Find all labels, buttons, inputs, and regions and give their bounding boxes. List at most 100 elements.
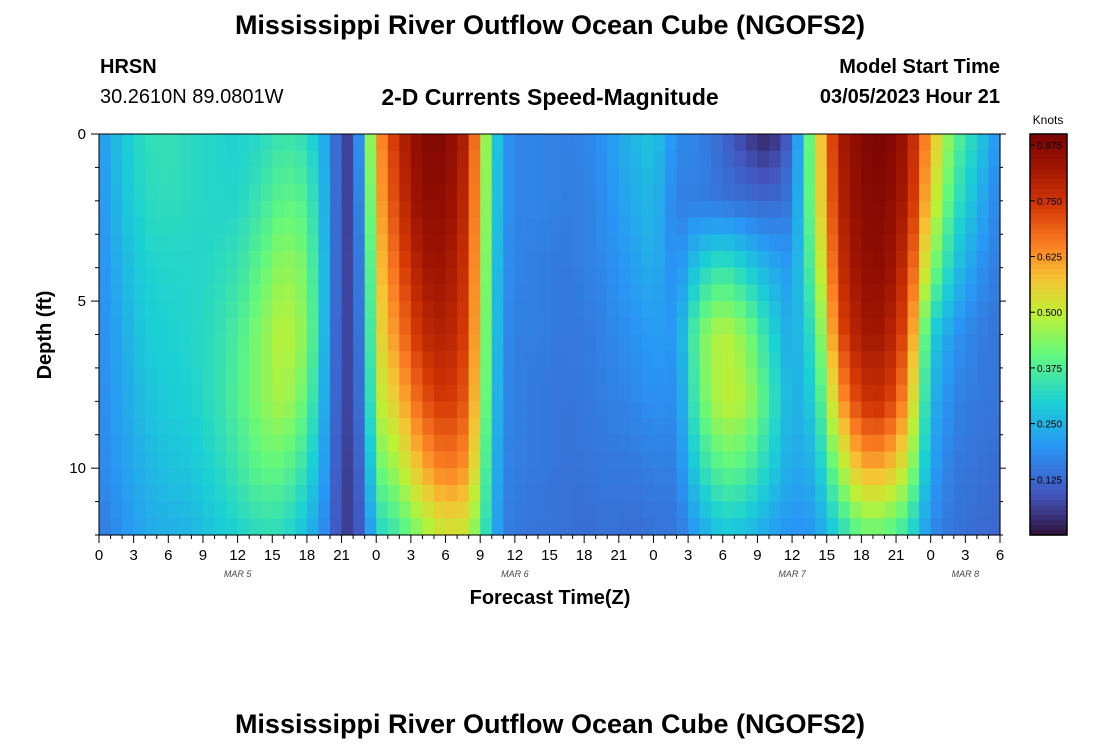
- heatmap-cell: [468, 267, 481, 285]
- heatmap-cell: [988, 284, 1001, 302]
- heatmap-cell: [226, 234, 239, 252]
- heatmap-cell: [272, 284, 285, 302]
- heatmap-cell: [942, 200, 955, 219]
- heatmap-cell: [618, 468, 631, 486]
- heatmap-cell: [191, 351, 204, 369]
- heatmap-cell: [410, 167, 424, 185]
- x-tick-label: 21: [610, 547, 627, 564]
- date-label: MAR 8: [952, 569, 980, 579]
- heatmap-cell: [422, 518, 435, 536]
- heatmap-cell: [202, 234, 216, 252]
- heatmap-cell: [653, 518, 666, 536]
- heatmap-cell: [330, 150, 343, 169]
- heatmap-cell: [653, 351, 666, 369]
- heatmap-cell: [526, 367, 539, 386]
- colorbar-step: [1030, 209, 1067, 215]
- heatmap-cell: [699, 351, 712, 369]
- heatmap-cell: [514, 184, 527, 202]
- heatmap-cell: [145, 501, 158, 519]
- heatmap-cell: [745, 451, 759, 469]
- heatmap-cell: [376, 468, 389, 486]
- heatmap-cell: [849, 384, 862, 402]
- heatmap-cell: [480, 518, 493, 536]
- heatmap-cell: [549, 200, 562, 219]
- heatmap-cell: [503, 184, 516, 202]
- heatmap-cell: [953, 468, 966, 486]
- heatmap-cell: [930, 334, 943, 352]
- heatmap-cell: [907, 501, 920, 519]
- heatmap-cell: [491, 468, 504, 486]
- heatmap-cell: [318, 184, 331, 202]
- heatmap-cell: [722, 301, 735, 319]
- heatmap-cell: [214, 317, 227, 336]
- heatmap-cell: [988, 434, 1001, 453]
- heatmap-cell: [318, 401, 331, 419]
- heatmap-cell: [815, 184, 828, 202]
- heatmap-cell: [318, 367, 331, 386]
- heatmap-cell: [468, 217, 481, 235]
- heatmap-cell: [191, 317, 204, 336]
- heatmap-cell: [422, 200, 435, 219]
- heatmap-cell: [480, 234, 493, 252]
- heatmap-cell: [884, 501, 897, 519]
- heatmap-cell: [99, 267, 112, 285]
- heatmap-cell: [353, 200, 366, 219]
- heatmap-cell: [214, 451, 227, 469]
- heatmap-cell: [422, 217, 435, 235]
- heatmap-cell: [422, 234, 435, 252]
- heatmap-cell: [641, 351, 655, 369]
- heatmap-cell: [665, 451, 678, 469]
- heatmap-cell: [168, 317, 181, 336]
- colorbar-step: [1030, 394, 1067, 401]
- heatmap-cell: [953, 351, 966, 369]
- heatmap-cell: [872, 200, 886, 219]
- heatmap-cell: [780, 217, 793, 235]
- heatmap-cell: [988, 518, 1001, 536]
- y-tick-label: 5: [78, 293, 86, 310]
- heatmap-cell: [942, 234, 955, 252]
- heatmap-cell: [526, 451, 539, 469]
- colorbar-tick-label: 0.625: [1037, 253, 1062, 264]
- colorbar-step: [1030, 324, 1067, 331]
- heatmap-cell: [122, 501, 135, 519]
- heatmap-cell: [607, 200, 620, 219]
- heatmap-cell: [318, 267, 331, 285]
- heatmap-cell: [561, 484, 574, 503]
- heatmap-cell: [988, 451, 1001, 469]
- heatmap-cell: [191, 167, 204, 185]
- heatmap-cell: [688, 401, 701, 419]
- heatmap-cell: [433, 301, 447, 319]
- heatmap-cell: [376, 150, 389, 169]
- heatmap-cell: [480, 401, 493, 419]
- heatmap-cell: [768, 401, 782, 419]
- colorbar-step: [1030, 294, 1067, 301]
- heatmap-cell: [711, 351, 724, 369]
- heatmap-cell: [792, 217, 805, 235]
- heatmap-cell: [399, 351, 412, 369]
- heatmap-cell: [202, 250, 216, 269]
- heatmap-cell: [595, 367, 608, 386]
- heatmap-cell: [561, 150, 574, 169]
- heatmap-cell: [976, 518, 990, 536]
- heatmap-cell: [722, 501, 735, 519]
- heatmap-cell: [422, 301, 435, 319]
- heatmap-cell: [364, 267, 377, 285]
- heatmap-cell: [526, 484, 539, 503]
- heatmap-cell: [376, 401, 389, 419]
- heatmap-cell: [595, 468, 608, 486]
- heatmap-cell: [757, 284, 770, 302]
- heatmap-cell: [561, 434, 574, 453]
- heatmap-cell: [202, 267, 216, 285]
- heatmap-cell: [942, 401, 955, 419]
- heatmap-cell: [965, 167, 978, 185]
- heatmap-cell: [641, 200, 655, 219]
- heatmap-cell: [156, 468, 169, 486]
- heatmap-cell: [145, 367, 158, 386]
- colorbar-step: [1030, 249, 1067, 255]
- heatmap-cell: [306, 468, 320, 486]
- heatmap-cell: [734, 167, 747, 185]
- heatmap-cell: [179, 518, 193, 536]
- heatmap-cell: [711, 334, 724, 352]
- heatmap-cell: [445, 384, 458, 402]
- heatmap-cell: [768, 317, 782, 336]
